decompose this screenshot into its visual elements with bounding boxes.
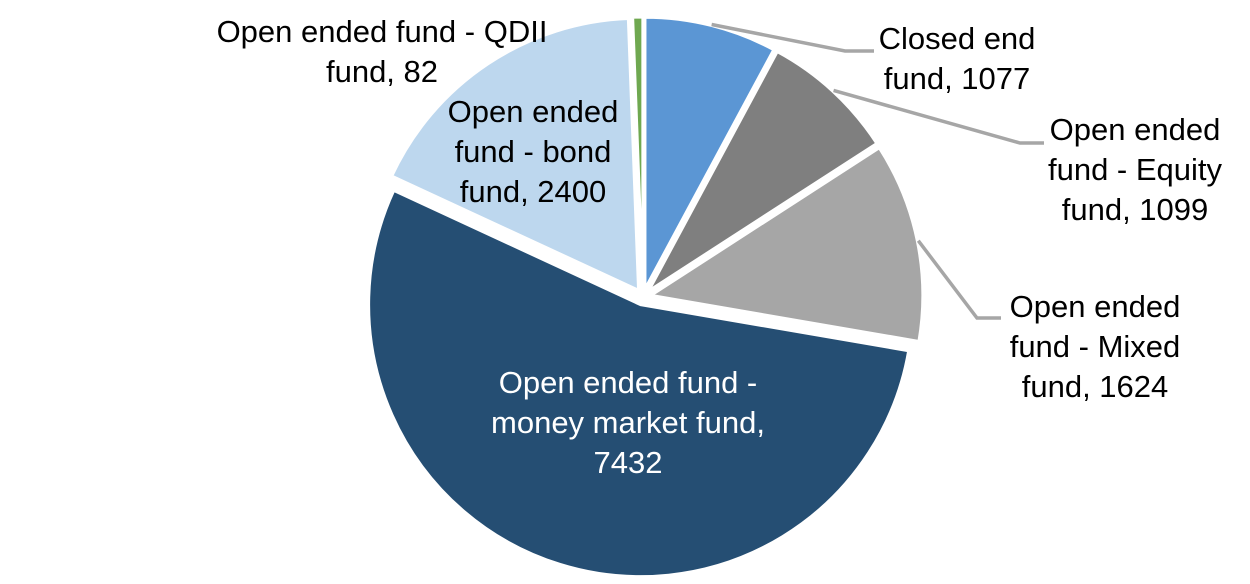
leader-line-open-ended-equity-fund — [833, 88, 1044, 145]
label-line: fund, 1624 — [1021, 369, 1169, 404]
label-line: Open ended — [1049, 112, 1221, 147]
label-open-ended-equity-fund: Open ended fund - Equity fund, 1099 — [1025, 110, 1245, 230]
label-line: 7432 — [593, 445, 663, 480]
pie-slice-open-ended-mixed-fund — [649, 146, 925, 343]
label-line: Closed end — [878, 21, 1036, 56]
label-open-ended-bond-fund: Open ended fund - bond fund, 2400 — [423, 92, 643, 212]
label-line: Open ended fund - — [498, 365, 758, 400]
label-line: fund, 82 — [325, 54, 439, 89]
label-open-ended-mixed-fund: Open ended fund - Mixed fund, 1624 — [985, 287, 1205, 407]
pie-slice-open-ended-bond-fund — [390, 17, 641, 292]
label-line: fund - bond — [454, 134, 612, 169]
pie-slice-open-ended-money-market-fund — [367, 188, 911, 579]
label-closed-end-fund: Closed end fund, 1077 — [857, 19, 1057, 99]
label-line: fund, 1077 — [883, 61, 1031, 96]
label-open-ended-money-market-fund: Open ended fund - money market fund, 743… — [468, 363, 788, 483]
leader-line-open-ended-mixed-fund — [916, 239, 1001, 320]
label-line: fund, 1099 — [1061, 192, 1209, 227]
pie-slice-open-ended-qdii-fund — [631, 15, 645, 291]
label-line: fund - Equity — [1047, 152, 1223, 187]
label-line: fund, 2400 — [459, 174, 607, 209]
label-line: money market fund, — [491, 405, 765, 440]
leader-line-closed-end-fund — [711, 22, 874, 53]
label-open-ended-qdii-fund: Open ended fund - QDII fund, 82 — [182, 12, 582, 92]
pie-slice-closed-end-fund — [643, 15, 776, 291]
label-line: fund - Mixed — [1009, 329, 1181, 364]
pie-slice-open-ended-equity-fund — [646, 50, 879, 293]
label-line: Open ended fund - QDII — [216, 14, 548, 49]
label-line: Open ended — [447, 94, 619, 129]
label-line: Open ended — [1009, 289, 1181, 324]
